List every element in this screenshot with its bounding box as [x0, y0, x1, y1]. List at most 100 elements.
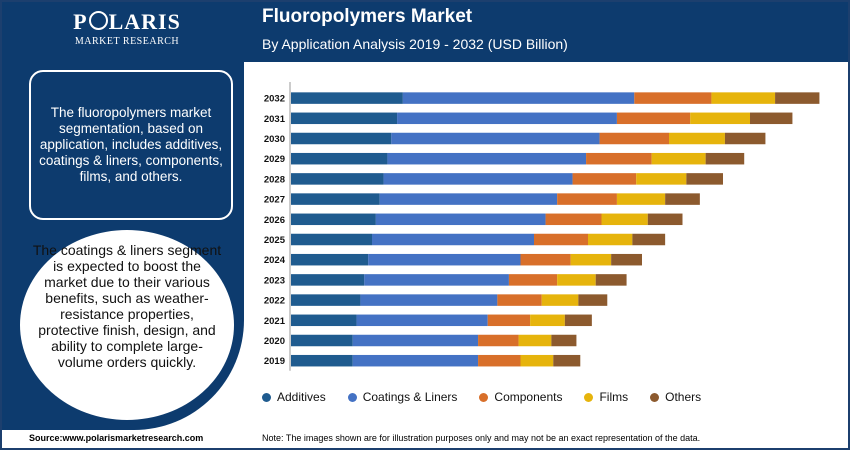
bar-segment	[397, 112, 617, 125]
bar-segment	[291, 314, 357, 327]
stacked-bar-chart: 2032 2031 2030 2029 2028 2027 2026 2025 2024 2023…	[264, 82, 820, 371]
bar-segment	[750, 112, 793, 125]
y-tick-label: 2029	[264, 154, 285, 165]
bar-segment	[520, 354, 554, 367]
y-tick-label: 2030	[264, 134, 285, 145]
highlight-text: The coatings & liners segment is expecte…	[32, 242, 222, 370]
logo-name-post: LARIS	[108, 9, 181, 34]
bar-segment	[520, 253, 571, 266]
bar-segment	[291, 253, 369, 266]
legend-label: Others	[665, 390, 702, 404]
bar-segment	[616, 112, 691, 125]
bar-segment	[508, 274, 558, 286]
logo-name: P LARIS	[62, 10, 192, 34]
segmentation-text: The fluoropolymers market segmentation, …	[39, 105, 223, 184]
bar-segment	[611, 253, 642, 266]
bar-segment	[651, 152, 706, 165]
y-tick-label: 2019	[264, 356, 285, 367]
bar-segment	[545, 213, 602, 226]
y-tick-label: 2020	[264, 336, 285, 347]
bar-segment	[360, 294, 498, 306]
y-tick-label: 2023	[264, 275, 285, 286]
polaris-logo: P LARIS MARKET RESEARCH	[62, 10, 192, 48]
legend-swatch	[584, 392, 594, 402]
bar-segment	[291, 112, 398, 125]
bar-segment	[291, 92, 403, 104]
segmentation-text-box: The fluoropolymers market segmentation, …	[29, 70, 233, 220]
bar-segment	[572, 173, 637, 185]
bar-segment	[402, 92, 635, 104]
bar-segment	[372, 233, 534, 246]
legend-item: Films	[584, 390, 628, 404]
bar-segment	[669, 132, 725, 145]
bar-segment	[595, 274, 627, 286]
bar-segment	[478, 354, 521, 367]
bar-segment	[291, 354, 353, 367]
chart-subtitle: By Application Analysis 2019 - 2032 (USD…	[262, 36, 568, 52]
bar-segment	[383, 173, 573, 185]
bar-segment	[291, 233, 372, 246]
bar-segment	[586, 152, 652, 165]
bar-segment	[375, 213, 546, 226]
highlight-circle	[20, 230, 234, 420]
bar-segment	[291, 173, 384, 185]
logo-o-icon	[88, 11, 108, 30]
legend-label: Components	[494, 390, 563, 404]
source-text: Source:www.polarismarketresearch.com	[29, 433, 204, 443]
note-text: Note: The images shown are for illustrat…	[262, 433, 701, 443]
legend-item: Others	[650, 390, 701, 404]
legend-label: Coatings & Liners	[362, 390, 458, 404]
bar-segment	[588, 233, 633, 246]
bar-segment	[599, 132, 669, 145]
bar-segment	[724, 132, 766, 145]
bar-segment	[632, 233, 666, 246]
y-tick-label: 2024	[264, 255, 286, 266]
bar-segment	[686, 173, 723, 185]
left-panel: P LARIS MARKET RESEARCH The fluoropolymer…	[2, 2, 244, 430]
bar-segment	[647, 213, 683, 226]
y-tick-label: 2025	[264, 235, 286, 246]
bar-segment	[518, 334, 552, 347]
y-tick-label: 2031	[264, 114, 286, 125]
bar-segment	[291, 294, 361, 306]
bar-segment	[578, 294, 608, 306]
bar-segment	[364, 274, 509, 286]
y-tick-label: 2026	[264, 215, 285, 226]
bar-segment	[570, 253, 612, 266]
chart-legend: Additives Coatings & Liners Components Film…	[262, 390, 723, 404]
bar-segment	[497, 294, 542, 306]
bar-segment	[636, 173, 687, 185]
legend-swatch	[650, 392, 660, 402]
bar-segment	[291, 193, 380, 205]
legend-item: Additives	[262, 390, 326, 404]
legend-swatch	[479, 392, 489, 402]
y-tick-label: 2027	[264, 195, 285, 206]
bar-segment	[291, 213, 376, 226]
chart-title: Fluoropolymers Market	[262, 6, 473, 27]
bar-segment	[387, 152, 587, 165]
bar-segment	[601, 213, 648, 226]
bar-segment	[557, 193, 617, 205]
legend-item: Components	[479, 390, 562, 404]
y-tick-label: 2028	[264, 174, 285, 185]
legend-label: Films	[599, 390, 629, 404]
y-tick-label: 2022	[264, 296, 285, 307]
bar-segment	[291, 132, 392, 145]
bar-segment	[690, 112, 750, 125]
legend-label: Additives	[277, 390, 326, 404]
bar-segment	[291, 334, 353, 347]
bar-segment	[634, 92, 712, 104]
bar-segment	[379, 193, 558, 205]
y-tick-label: 2021	[264, 316, 286, 327]
bar-segment	[352, 354, 479, 367]
bar-segment	[291, 274, 365, 286]
bar-segment	[775, 92, 820, 104]
bar-segment	[352, 334, 479, 347]
bar-segment	[551, 334, 577, 347]
bar-segment	[530, 314, 565, 327]
legend-swatch	[347, 392, 357, 402]
bar-segment	[665, 193, 700, 205]
y-tick-label: 2032	[264, 94, 285, 105]
bar-segment	[356, 314, 488, 327]
